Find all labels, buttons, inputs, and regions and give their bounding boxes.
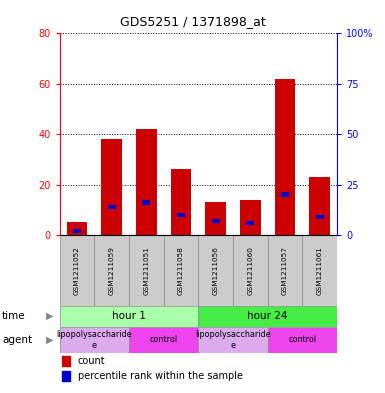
Bar — [164, 235, 198, 306]
Bar — [198, 306, 337, 327]
Bar — [73, 229, 81, 233]
Bar — [94, 235, 129, 306]
Text: GSM1211052: GSM1211052 — [74, 246, 80, 295]
Bar — [60, 235, 94, 306]
Text: time: time — [2, 311, 25, 321]
Bar — [129, 235, 164, 306]
Text: ▶: ▶ — [46, 311, 54, 321]
Text: count: count — [78, 356, 105, 366]
Text: hour 1: hour 1 — [112, 311, 146, 321]
Bar — [198, 327, 268, 353]
Text: GSM1211056: GSM1211056 — [213, 246, 219, 295]
Text: GDS5251 / 1371898_at: GDS5251 / 1371898_at — [120, 15, 265, 28]
Bar — [240, 200, 261, 235]
Bar — [129, 327, 198, 353]
Text: lipopolysaccharide
e: lipopolysaccharide e — [195, 330, 271, 349]
Bar — [60, 327, 129, 353]
Bar — [60, 306, 198, 327]
Text: hour 24: hour 24 — [247, 311, 288, 321]
Bar — [233, 235, 268, 306]
Text: lipopolysaccharide
e: lipopolysaccharide e — [57, 330, 132, 349]
Bar — [171, 169, 191, 235]
Bar — [142, 200, 150, 205]
Text: control: control — [149, 335, 178, 344]
Bar — [177, 213, 185, 217]
Bar — [316, 215, 323, 219]
Bar — [212, 219, 219, 223]
Bar — [108, 204, 116, 209]
Text: GSM1211058: GSM1211058 — [178, 246, 184, 295]
Bar — [275, 79, 295, 235]
Text: GSM1211051: GSM1211051 — [143, 246, 149, 295]
Text: GSM1211057: GSM1211057 — [282, 246, 288, 295]
Bar — [62, 371, 70, 381]
Text: GSM1211060: GSM1211060 — [247, 246, 253, 295]
Bar — [67, 222, 87, 235]
Bar — [246, 220, 254, 225]
Text: percentile rank within the sample: percentile rank within the sample — [78, 371, 243, 381]
Text: ▶: ▶ — [46, 335, 54, 345]
Bar — [62, 356, 70, 365]
Text: GSM1211061: GSM1211061 — [316, 246, 323, 295]
Bar — [302, 235, 337, 306]
Text: GSM1211059: GSM1211059 — [109, 246, 115, 295]
Bar — [281, 193, 289, 197]
Bar — [205, 202, 226, 235]
Text: agent: agent — [2, 335, 32, 345]
Bar — [101, 139, 122, 235]
Text: control: control — [288, 335, 316, 344]
Bar — [136, 129, 157, 235]
Bar — [198, 235, 233, 306]
Bar — [309, 177, 330, 235]
Bar — [268, 327, 337, 353]
Bar — [268, 235, 302, 306]
